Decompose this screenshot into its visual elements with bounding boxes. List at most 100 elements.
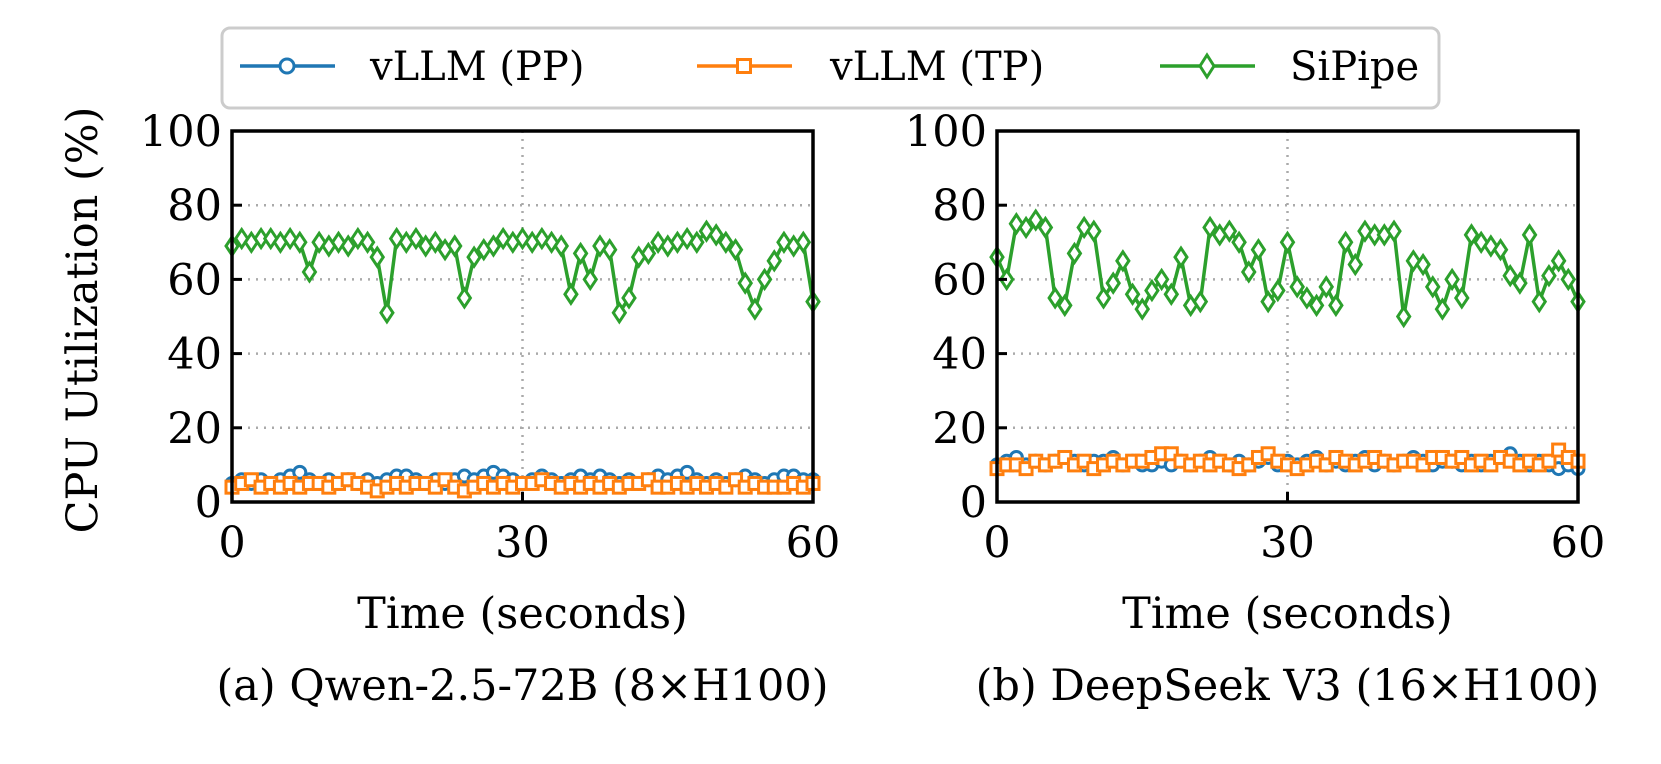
data-point-vllm-pp (679, 464, 695, 480)
data-point-sipipe (1502, 263, 1519, 288)
y-tick-label: 0 (195, 478, 222, 528)
data-point-sipipe (291, 230, 308, 255)
data-point-sipipe (1144, 278, 1160, 303)
y-tick-label: 100 (140, 107, 222, 157)
data-point-sipipe (1134, 297, 1151, 321)
data-point-sipipe (1308, 293, 1325, 318)
data-point-sipipe (1066, 241, 1083, 266)
y-tick-label: 80 (932, 181, 987, 231)
data-point-sipipe (1270, 278, 1286, 303)
data-point-sipipe (1231, 230, 1247, 255)
y-tick-label: 0 (960, 478, 987, 528)
data-point-sipipe (1521, 223, 1538, 247)
data-point-sipipe (485, 234, 502, 258)
data-point-sipipe (456, 286, 473, 310)
legend-entry-vllm-tp: vLLM (TP) (697, 44, 1044, 90)
data-point-sipipe (1453, 286, 1470, 310)
data-point-sipipe (747, 297, 763, 321)
data-point-sipipe (737, 271, 754, 295)
data-point-sipipe (708, 223, 724, 247)
data-point-sipipe (1250, 238, 1267, 262)
legend-marker-diamond-icon (1198, 52, 1216, 80)
data-point-sipipe (1560, 267, 1577, 292)
data-point-sipipe (756, 267, 773, 292)
data-point-sipipe (1531, 289, 1548, 314)
data-point-sipipe (640, 241, 657, 266)
legend-label-sipipe: SiPipe (1290, 44, 1419, 90)
data-point-sipipe (1037, 215, 1054, 240)
data-point-sipipe (1512, 271, 1528, 295)
data-point-sipipe (795, 230, 812, 255)
y-axis-label: CPU Utilization (%) (58, 107, 108, 534)
data-point-vllm-tp (1541, 453, 1557, 469)
x-tick-label: 0 (218, 518, 245, 568)
legend-entry-vllm-pp: vLLM (PP) (240, 44, 584, 90)
data-point-sipipe (1018, 215, 1034, 240)
data-point-sipipe (727, 238, 744, 262)
data-point-sipipe (601, 238, 618, 262)
data-point-sipipe (1202, 215, 1218, 240)
data-point-sipipe (1289, 275, 1305, 299)
y-tick-label: 60 (167, 255, 222, 305)
legend-label-vllm-pp: vLLM (PP) (369, 44, 584, 90)
data-point-sipipe (359, 230, 376, 255)
caption-qwen: (a) Qwen-2.5-72B (8×H100) (217, 661, 829, 711)
data-point-sipipe (688, 230, 705, 255)
data-point-sipipe (1163, 282, 1180, 306)
data-point-sipipe (1047, 286, 1063, 310)
x-tick-label: 60 (1551, 518, 1606, 568)
data-point-sipipe (553, 234, 570, 258)
x-tick-label: 0 (983, 518, 1010, 568)
data-point-sipipe (1550, 249, 1567, 273)
data-point-sipipe (1260, 289, 1276, 314)
data-point-sipipe (611, 301, 628, 325)
data-point-sipipe (1415, 252, 1431, 277)
legend-marker-circle-icon (278, 57, 296, 75)
data-point-sipipe (379, 301, 395, 325)
legend-entry-sipipe: SiPipe (1160, 44, 1419, 90)
data-point-vllm-pp (292, 464, 308, 480)
data-point-sipipe (1105, 271, 1122, 295)
data-point-sipipe (1056, 293, 1073, 318)
legend: vLLM (PP) vLLM (TP) SiPipe (220, 26, 1441, 110)
data-point-sipipe (466, 245, 482, 269)
legend-label-vllm-tp: vLLM (TP) (829, 44, 1044, 90)
data-point-sipipe (1328, 293, 1344, 318)
legend-frame (220, 26, 1441, 110)
data-point-sipipe (582, 267, 599, 292)
data-point-sipipe (1086, 219, 1102, 243)
data-point-sipipe (1463, 223, 1480, 247)
x-tick-label: 30 (1260, 518, 1315, 568)
y-tick-label: 100 (905, 107, 987, 157)
data-point-sipipe (1221, 219, 1238, 243)
data-point-sipipe (1424, 275, 1441, 299)
x-axis-label-qwen: Time (seconds) (357, 589, 688, 639)
x-tick-label: 60 (786, 518, 841, 568)
data-point-sipipe (1299, 286, 1315, 310)
data-point-sipipe (1444, 267, 1460, 292)
data-point-sipipe (563, 282, 579, 306)
data-point-sipipe (1192, 289, 1209, 314)
y-tick-label: 20 (932, 404, 987, 454)
data-point-sipipe (1395, 304, 1412, 329)
data-point-sipipe (1153, 267, 1170, 292)
data-point-sipipe (718, 230, 734, 255)
data-point-sipipe (1115, 249, 1131, 273)
y-tick-label: 20 (167, 404, 222, 454)
legend-marker-square-icon (736, 58, 752, 74)
data-point-sipipe (408, 226, 424, 251)
data-point-sipipe (1240, 260, 1257, 284)
caption-deepseek: (b) DeepSeek V3 (16×H100) (976, 661, 1600, 711)
data-point-sipipe (766, 249, 783, 273)
data-point-sipipe (1541, 263, 1557, 288)
data-point-sipipe (1434, 297, 1451, 321)
data-point-sipipe (1492, 238, 1509, 262)
data-point-sipipe (369, 245, 386, 269)
y-tick-label: 40 (932, 330, 987, 380)
data-point-sipipe (1095, 286, 1112, 310)
data-point-sipipe (1318, 275, 1335, 299)
data-point-sipipe (340, 234, 357, 258)
subplot-deepseek: 0 20 40 60 80 100 0 30 60 Time (seconds) (b) DeepS… (905, 107, 1605, 711)
y-tick-label: 60 (932, 255, 987, 305)
